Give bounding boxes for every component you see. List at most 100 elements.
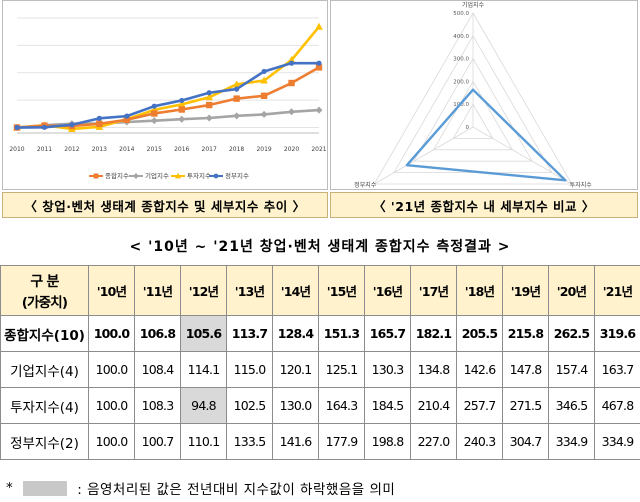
- header-label-line2: (가중치): [21, 294, 68, 311]
- results-table: 구 분 (가중치) '10년 '11년 '12년 '13년 '14년 '15년 '16년 '1…: [0, 265, 640, 460]
- x-tick-label: 2020: [284, 146, 299, 153]
- table-header-row: 구 분 (가중치) '10년 '11년 '12년 '13년 '14년 '15년 '16년 '1…: [0, 265, 640, 316]
- legend-marker: [213, 173, 219, 179]
- value-cell: 334.9: [548, 423, 595, 460]
- value-cell: 147.8: [502, 351, 549, 388]
- x-tick-label: 2012: [64, 146, 79, 153]
- point-marker: [234, 86, 240, 92]
- legend-label: 종합지수: [105, 171, 129, 180]
- value-cell: 114.1: [180, 351, 227, 388]
- radar-chart-panel: 0 100.0 200.0 300.0 400.0 500.0 기업지수 투자지수 정부지수: [330, 0, 638, 190]
- value-cell: 319.6: [594, 315, 640, 352]
- value-cell: 304.7: [502, 423, 549, 460]
- radar-grid: [432, 80, 514, 151]
- line-chart-panel: 2010 2011 2012 2013 2014 2015 2016 2017 2018 2019…: [2, 0, 328, 190]
- value-cell: 108.4: [134, 351, 181, 388]
- value-cell: 110.1: [180, 423, 227, 460]
- value-cell: 215.8: [502, 315, 549, 352]
- value-cell: 94.8: [180, 387, 227, 424]
- row-label: 투자지수(4): [0, 387, 89, 424]
- value-cell: 130.3: [364, 351, 411, 388]
- x-tick-label: 2019: [256, 146, 271, 153]
- point-marker: [260, 110, 268, 118]
- row-label: 종합지수(10): [0, 315, 89, 352]
- footnote: * : 음영처리된 값은 전년대비 지수값이 하락했음을 의미: [6, 478, 395, 498]
- radar-tick-label: 300.0: [453, 57, 469, 63]
- point-marker: [232, 80, 241, 88]
- legend-marker: [175, 172, 181, 179]
- value-cell: 128.4: [272, 315, 319, 352]
- point-marker: [178, 115, 186, 123]
- point-marker: [233, 95, 240, 102]
- year-header: '10년: [88, 265, 135, 316]
- value-cell: 467.8: [594, 387, 640, 424]
- legend-marker: [133, 173, 139, 179]
- point-marker: [96, 115, 102, 121]
- radar-series: [405, 88, 567, 182]
- point-marker: [261, 68, 267, 75]
- x-tick-label: 2021: [311, 146, 326, 153]
- point-marker: [151, 103, 157, 109]
- x-tick-label: 2018: [229, 146, 244, 153]
- radar-grid: [373, 12, 573, 185]
- value-cell: 346.5: [548, 387, 595, 424]
- x-tick-label: 2014: [119, 146, 134, 153]
- series-line: [16, 66, 320, 129]
- value-cell: 157.4: [548, 351, 595, 388]
- legend-marker: [93, 173, 99, 179]
- point-marker: [260, 76, 268, 84]
- legend: 종합지수 기업지수 투자지수 정부지수: [89, 171, 249, 180]
- radar-tick-label: 500.0: [453, 11, 469, 17]
- value-cell: 108.3: [134, 387, 181, 424]
- line-chart-caption: 〈 창업·벤처 생태계 종합지수 및 세부지수 추이 〉: [2, 192, 328, 218]
- value-cell: 106.8: [134, 315, 181, 352]
- value-cell: 165.7: [364, 315, 411, 352]
- point-marker: [96, 120, 103, 127]
- table-row: 종합지수(10) 100.0 106.8 105.6 113.7 128.4 151.3 16…: [0, 315, 640, 352]
- value-cell: 210.4: [410, 387, 457, 424]
- point-marker: [315, 106, 323, 114]
- x-tick-label: 2013: [92, 146, 107, 153]
- year-header: '14년: [272, 265, 319, 316]
- point-marker: [178, 106, 185, 113]
- point-marker: [179, 97, 185, 104]
- value-cell: 100.0: [88, 423, 135, 460]
- row-label: 기업지수(4): [0, 351, 89, 388]
- point-marker: [124, 113, 130, 119]
- value-cell: 184.5: [364, 387, 411, 424]
- series-정부지수: [14, 60, 322, 131]
- legend-label: 기업지수: [145, 171, 169, 180]
- value-cell: 334.9: [594, 423, 640, 460]
- radar-spoke: [472, 126, 572, 185]
- radar-tick-label: 400.0: [453, 34, 469, 40]
- radar-axis-label: 투자지수: [570, 181, 593, 189]
- series-line: [16, 61, 319, 129]
- radar-tick-label: 0: [466, 125, 470, 131]
- year-header: '18년: [456, 265, 503, 316]
- value-cell: 271.5: [502, 387, 549, 424]
- point-marker: [205, 114, 213, 122]
- value-cell: 105.6: [180, 315, 227, 352]
- point-marker: [206, 90, 212, 96]
- point-marker: [315, 22, 323, 30]
- year-header: '11년: [134, 265, 181, 316]
- radar-tick-label: 200.0: [453, 79, 469, 85]
- point-marker: [177, 100, 186, 108]
- x-tick-label: 2010: [9, 146, 24, 153]
- radar-chart-caption: 〈 '21년 종합지수 내 세부지수 비교 〉: [330, 192, 638, 218]
- value-cell: 257.7: [456, 387, 503, 424]
- series-투자지수: [13, 22, 323, 132]
- x-tick-label: 2016: [174, 146, 189, 153]
- point-marker: [260, 92, 268, 100]
- year-header: '13년: [226, 265, 273, 316]
- value-cell: 182.1: [410, 315, 457, 352]
- footnote-text: : 음영처리된 값은 전년대비 지수값이 하락했음을 의미: [77, 482, 396, 498]
- value-cell: 142.6: [456, 351, 503, 388]
- table-row: 기업지수(4) 100.0 108.4 114.1 115.0 120.1 125.1 130…: [0, 351, 640, 388]
- table-row: 투자지수(4) 100.0 108.3 94.8 102.5 130.0 164.3 184.…: [0, 387, 640, 424]
- value-cell: 205.5: [456, 315, 503, 352]
- point-marker: [14, 124, 20, 131]
- year-header: '12년: [180, 265, 227, 316]
- value-cell: 100.0: [88, 351, 135, 388]
- value-cell: 120.1: [272, 351, 319, 388]
